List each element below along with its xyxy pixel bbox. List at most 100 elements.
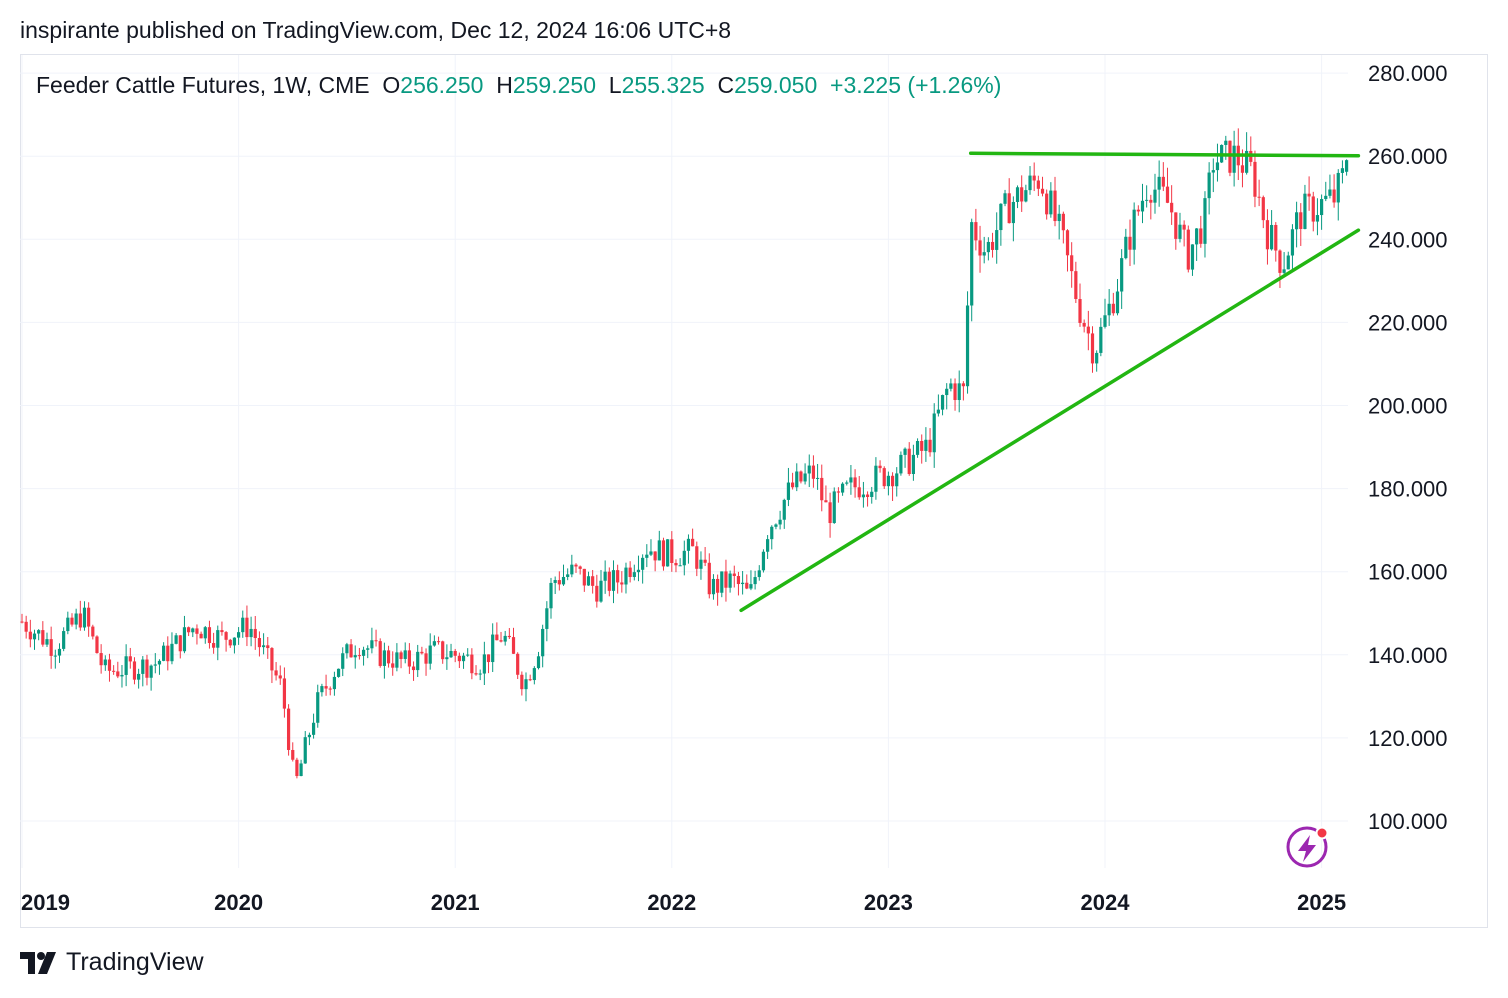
candle [382,642,386,679]
candle-body [815,477,820,479]
candle-body [57,648,62,656]
candle-body [1128,236,1132,250]
candle-body [1036,180,1040,189]
candle-body [511,637,516,654]
alert-icon[interactable] [1286,826,1329,868]
candle [824,485,828,503]
candle-body [566,574,570,577]
candle [1340,160,1345,184]
candle-body [961,383,965,387]
candle-body [928,439,932,453]
candle-body [691,538,695,547]
candle-body [178,635,182,652]
candle-body [224,632,228,640]
candle [124,644,128,687]
candle-body [366,648,370,650]
candle [224,631,228,652]
candle [378,638,382,668]
candle-body [945,388,949,396]
candle-body [1111,303,1115,314]
high-value: 259.250 [512,72,596,98]
candle-body [49,639,53,656]
candle [416,644,420,677]
chart-frame [20,54,1488,928]
candle [1228,140,1232,177]
candle-body [507,635,511,638]
candle-body [91,626,95,637]
trendline-support[interactable] [739,228,1361,613]
candle-body [1303,193,1307,229]
candle [232,637,237,654]
candle-body [1078,299,1082,323]
candle-body [41,630,45,645]
candle [20,613,24,624]
candle [686,534,691,564]
candle [641,554,645,584]
candle-body [1344,160,1349,172]
candle-body [441,641,445,660]
candle [24,615,28,639]
candle-body [695,546,699,569]
candle-body [661,540,666,567]
candle [391,651,395,676]
candle-body [886,475,890,487]
candle [1278,249,1282,288]
candle [795,463,799,492]
candle-body [970,222,974,306]
candle [882,466,886,489]
candle [245,605,249,647]
candle-body [890,475,895,487]
year-tick-label: 2022 [647,890,696,915]
candle [424,648,428,676]
candle [682,540,686,576]
candle [761,549,766,573]
candle [170,632,174,665]
candle-body [1107,303,1111,316]
trendline-resistance[interactable] [968,151,1361,158]
candle [149,664,153,691]
candle [782,498,786,529]
candle [1207,162,1211,215]
candle-body [203,627,207,639]
candle-body [120,674,124,677]
candle [928,428,932,457]
candle-body [1336,172,1340,203]
candle-body [1328,189,1332,196]
candle [970,218,974,322]
candle-body [845,482,849,484]
candle-body [66,617,70,632]
candle-body [1290,229,1295,256]
candle-body [291,749,295,760]
candle [466,648,470,657]
candle [349,639,353,658]
candle [162,642,166,662]
candle-body [641,557,645,570]
candle-body [182,627,187,652]
candle [1028,166,1032,195]
candle-body [857,487,861,498]
candle [1170,185,1174,225]
candle [949,378,953,392]
candle-body [711,578,716,595]
candle-body [332,676,337,690]
candle-body [591,576,595,586]
candle [182,615,187,654]
candle-body [799,471,803,482]
candle [1090,326,1095,373]
candle [178,635,182,659]
candle-body [432,641,436,646]
candle-body [162,645,166,661]
candle [1136,205,1140,216]
candle [940,394,945,416]
candle-body [153,664,157,666]
candle-body [428,645,432,664]
candle [361,646,366,666]
footer-brand[interactable]: TradingView [20,948,204,977]
candle-body [903,448,907,455]
candle-body [936,409,940,414]
candle [595,574,599,608]
candle [1149,194,1153,220]
candle-body [353,655,357,658]
candle [811,455,816,488]
